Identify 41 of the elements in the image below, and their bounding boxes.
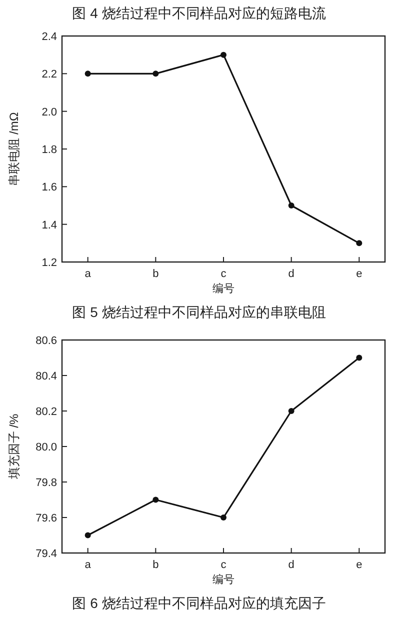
y-tick-label: 80.4 [36, 370, 57, 382]
x-tick-label: e [356, 559, 362, 571]
x-tick-label: b [152, 559, 159, 571]
y-tick-label: 79.6 [36, 512, 57, 524]
point [84, 532, 91, 538]
x-tick-label: b [152, 268, 159, 280]
x-axis-title: 编号 [212, 282, 234, 295]
y-axis-title: 串联电阻 /mΩ [7, 112, 21, 186]
point [356, 354, 362, 361]
point [288, 408, 294, 414]
x-tick-label: c [220, 268, 227, 280]
y-tick-label: 2.0 [42, 106, 57, 118]
point [288, 202, 294, 208]
point [152, 496, 159, 503]
y-axis-title: 填充因子 /% [7, 414, 21, 480]
x-tick-label: a [84, 559, 92, 571]
y-tick-label: 1.8 [42, 144, 57, 156]
y-tick-label: 1.4 [42, 219, 57, 232]
y-tick-label: 80.6 [36, 335, 57, 347]
y-tick-label: 2.2 [42, 68, 57, 81]
x-tick-label: e [356, 268, 362, 280]
caption: 图 5 烧结过程中不同样品对应的串联电阻 [72, 304, 326, 320]
y-tick-label: 79.8 [36, 477, 57, 489]
x-tick-label: c [220, 559, 227, 571]
caption: 图 4 烧结过程中不同样品对应的短路电流 [72, 5, 326, 21]
point [220, 514, 226, 520]
y-tick-label: 80.2 [36, 406, 57, 418]
y-tick-label: 79.4 [36, 548, 57, 560]
caption: 图 6 烧结过程中不同样品对应的填充因子 [72, 595, 326, 611]
y-tick-label: 1.2 [42, 257, 57, 269]
x-tick-label: d [288, 559, 294, 571]
point [152, 70, 159, 77]
x-tick-label: d [288, 268, 294, 280]
point [220, 52, 226, 58]
y-tick-label: 2.4 [42, 31, 57, 43]
point [356, 240, 362, 246]
x-tick-label: a [84, 268, 92, 280]
y-tick-label: 80.0 [36, 442, 57, 454]
x-axis-title: 编号 [212, 573, 234, 586]
point [84, 70, 91, 77]
y-tick-label: 1.6 [42, 182, 57, 194]
